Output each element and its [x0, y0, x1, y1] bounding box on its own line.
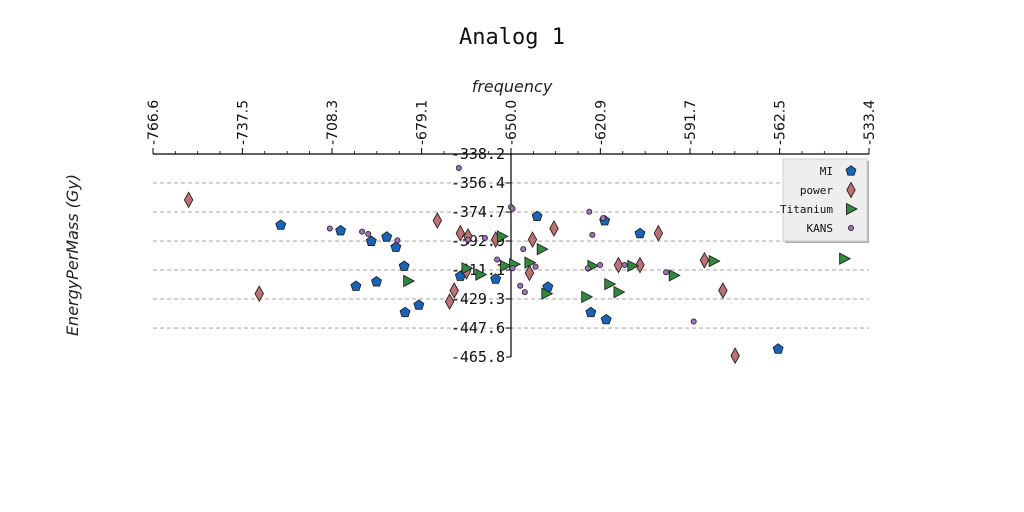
- mi-point: [398, 260, 410, 271]
- x-tick-label: -562.5: [773, 100, 789, 145]
- mi-point: [585, 306, 597, 318]
- kans-point: [589, 231, 596, 238]
- legend-marker-mi: [845, 165, 857, 176]
- legend-label-mi: MI: [820, 165, 833, 178]
- legend-marker-power: [846, 181, 856, 199]
- x-tick-label: -591.7: [683, 100, 699, 145]
- kans-point: [600, 215, 607, 222]
- titanium-point: [499, 259, 512, 273]
- legend-label-power: power: [800, 184, 833, 197]
- legend-marker-titanium: [846, 202, 858, 216]
- power-point: [653, 224, 664, 242]
- power-point: [254, 285, 264, 303]
- kans-point: [517, 282, 524, 289]
- mi-point: [634, 227, 646, 239]
- chart-title: Analog 1: [459, 25, 565, 50]
- kans-point: [365, 231, 372, 238]
- x-tick-label: -650.0: [504, 100, 520, 145]
- kans-point: [359, 228, 366, 235]
- kans-point: [690, 318, 697, 325]
- power-point: [613, 256, 624, 274]
- power-point: [449, 282, 459, 299]
- x-tick-label: -766.6: [146, 100, 162, 145]
- power-point: [718, 282, 728, 299]
- kans-point: [521, 289, 528, 296]
- y-tick-label: -447.6: [451, 319, 505, 337]
- kans-point: [663, 269, 670, 276]
- power-point: [183, 191, 194, 209]
- titanium-point: [541, 287, 554, 300]
- mi-point: [413, 299, 425, 310]
- mi-point: [490, 273, 502, 284]
- y-tick-label: -356.4: [451, 174, 505, 192]
- titanium-point: [668, 269, 681, 282]
- titanium-point: [839, 252, 852, 265]
- mi-point: [390, 241, 402, 252]
- x-axis-label: frequency: [472, 77, 553, 96]
- titanium-point: [581, 290, 594, 304]
- y-tick-label: -374.7: [451, 203, 505, 221]
- kans-point: [394, 237, 401, 244]
- kans-point: [586, 208, 593, 215]
- titanium-point: [708, 254, 721, 268]
- mi-point: [399, 306, 411, 318]
- titanium-point: [461, 261, 474, 275]
- mi-point: [365, 235, 377, 246]
- titanium-point: [524, 256, 537, 269]
- titanium-point: [475, 268, 488, 281]
- mi-point: [371, 276, 383, 287]
- x-tick-label: -533.4: [862, 100, 878, 145]
- x-tick-label: -679.1: [415, 100, 431, 145]
- legend-label-kans: KANS: [807, 222, 834, 235]
- power-point: [444, 293, 455, 311]
- power-point: [455, 224, 466, 242]
- kans-point: [326, 225, 333, 232]
- mi-point: [531, 210, 543, 222]
- power-point: [432, 212, 443, 229]
- mi-point: [350, 280, 362, 291]
- power-point: [527, 231, 538, 249]
- mi-point: [275, 219, 287, 230]
- power-point: [635, 256, 645, 274]
- kans-point: [597, 262, 604, 269]
- kans-point: [455, 164, 462, 171]
- titanium-point: [403, 274, 416, 288]
- x-tick-label: -737.5: [235, 100, 251, 145]
- y-tick-label: -429.3: [451, 290, 505, 308]
- kans-point: [584, 265, 591, 272]
- legend-marker-kans: [848, 224, 855, 231]
- power-point: [549, 220, 559, 237]
- titanium-point: [627, 259, 640, 273]
- power-point: [699, 251, 710, 269]
- data-points: [183, 164, 852, 365]
- axes: -766.6 -737.5 -708.3 -679.1 -650.0 -620.9 -591…: [146, 100, 878, 366]
- titanium-point: [613, 285, 626, 299]
- power-point: [524, 264, 535, 282]
- kans-point: [520, 246, 527, 253]
- power-point: [730, 347, 740, 365]
- mi-point: [600, 313, 612, 325]
- legend-label-titanium: Titanium: [780, 203, 833, 216]
- titanium-point: [496, 230, 509, 243]
- y-tick-label: -338.2: [451, 145, 505, 163]
- legend: MI power Titanium KANS: [780, 158, 869, 243]
- kans-point: [465, 236, 472, 243]
- titanium-point: [604, 277, 617, 291]
- y-axis-label: EnergyPerMass (Gy): [63, 174, 82, 336]
- kans-point: [494, 256, 501, 263]
- titanium-point: [536, 242, 549, 256]
- kans-point: [509, 265, 516, 272]
- kans-point: [621, 262, 628, 269]
- y-tick-label: -465.8: [451, 348, 505, 366]
- x-tick-label: -708.3: [325, 100, 341, 145]
- kans-point: [509, 205, 516, 212]
- mi-point: [381, 231, 393, 242]
- mi-point: [335, 224, 347, 236]
- kans-point: [532, 263, 539, 270]
- mi-point: [772, 343, 784, 354]
- kans-point: [481, 234, 488, 241]
- x-tick-label: -620.9: [593, 100, 609, 145]
